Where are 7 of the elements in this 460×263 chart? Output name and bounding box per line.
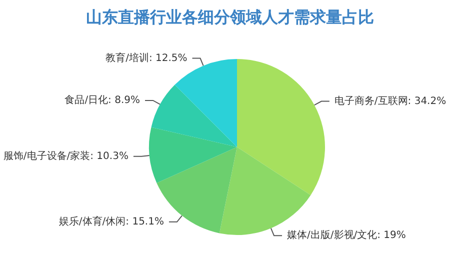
slice-label: 服饰/电子设备/家装: 10.3% [3, 150, 128, 162]
slice-label: 电子商务/互联网: 34.2% [334, 94, 446, 107]
slice-label: 媒体/出版/影视/文化: 19% [287, 229, 406, 242]
slice-label: 教育/培训: 12.5% [106, 52, 188, 64]
slice-label: 食品/日化: 8.9% [64, 94, 140, 106]
slice-label: 娱乐/体育/休闲: 15.1% [58, 215, 164, 228]
chart-title: 山东直播行业各细分领域人才需求量占比 [86, 8, 374, 26]
